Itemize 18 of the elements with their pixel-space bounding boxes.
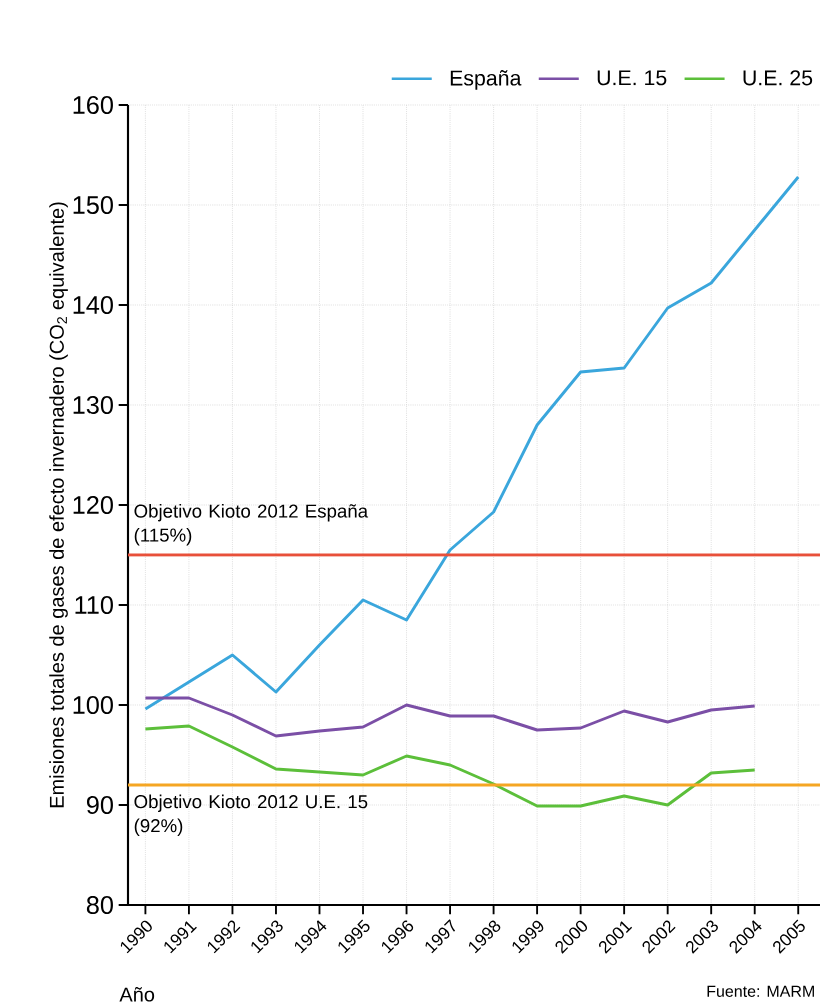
x-axis-title: Año bbox=[119, 987, 155, 1002]
legend-label: España bbox=[450, 70, 522, 90]
y-tick-label: 80 bbox=[86, 896, 113, 914]
ref-line-label: Objetivo Kioto 2012 U.E. 15 (92%) bbox=[134, 794, 368, 836]
y-tick-label: 130 bbox=[73, 396, 113, 414]
y-tick-label: 120 bbox=[73, 496, 113, 514]
y-tick-label: 150 bbox=[73, 196, 113, 214]
y-tick-label: 90 bbox=[86, 796, 113, 814]
y-tick-label: 140 bbox=[73, 296, 113, 314]
legend-label: U.E. 25 bbox=[743, 70, 813, 86]
legend-label: U.E. 15 bbox=[597, 70, 667, 86]
y-tick-label: 110 bbox=[75, 596, 113, 614]
y-tick-label: 160 bbox=[73, 96, 113, 114]
line-series bbox=[143, 696, 757, 738]
ref-line-label: Objetivo Kioto 2012 España (115%) bbox=[134, 504, 369, 546]
y-axis-title: Emisiones totales de gases de efecto invernadero (CO$_{2}$ equivalente) bbox=[49, 202, 68, 808]
source-note: Fuente: MARM bbox=[707, 985, 814, 997]
y-tick-label: 100 bbox=[73, 696, 113, 714]
